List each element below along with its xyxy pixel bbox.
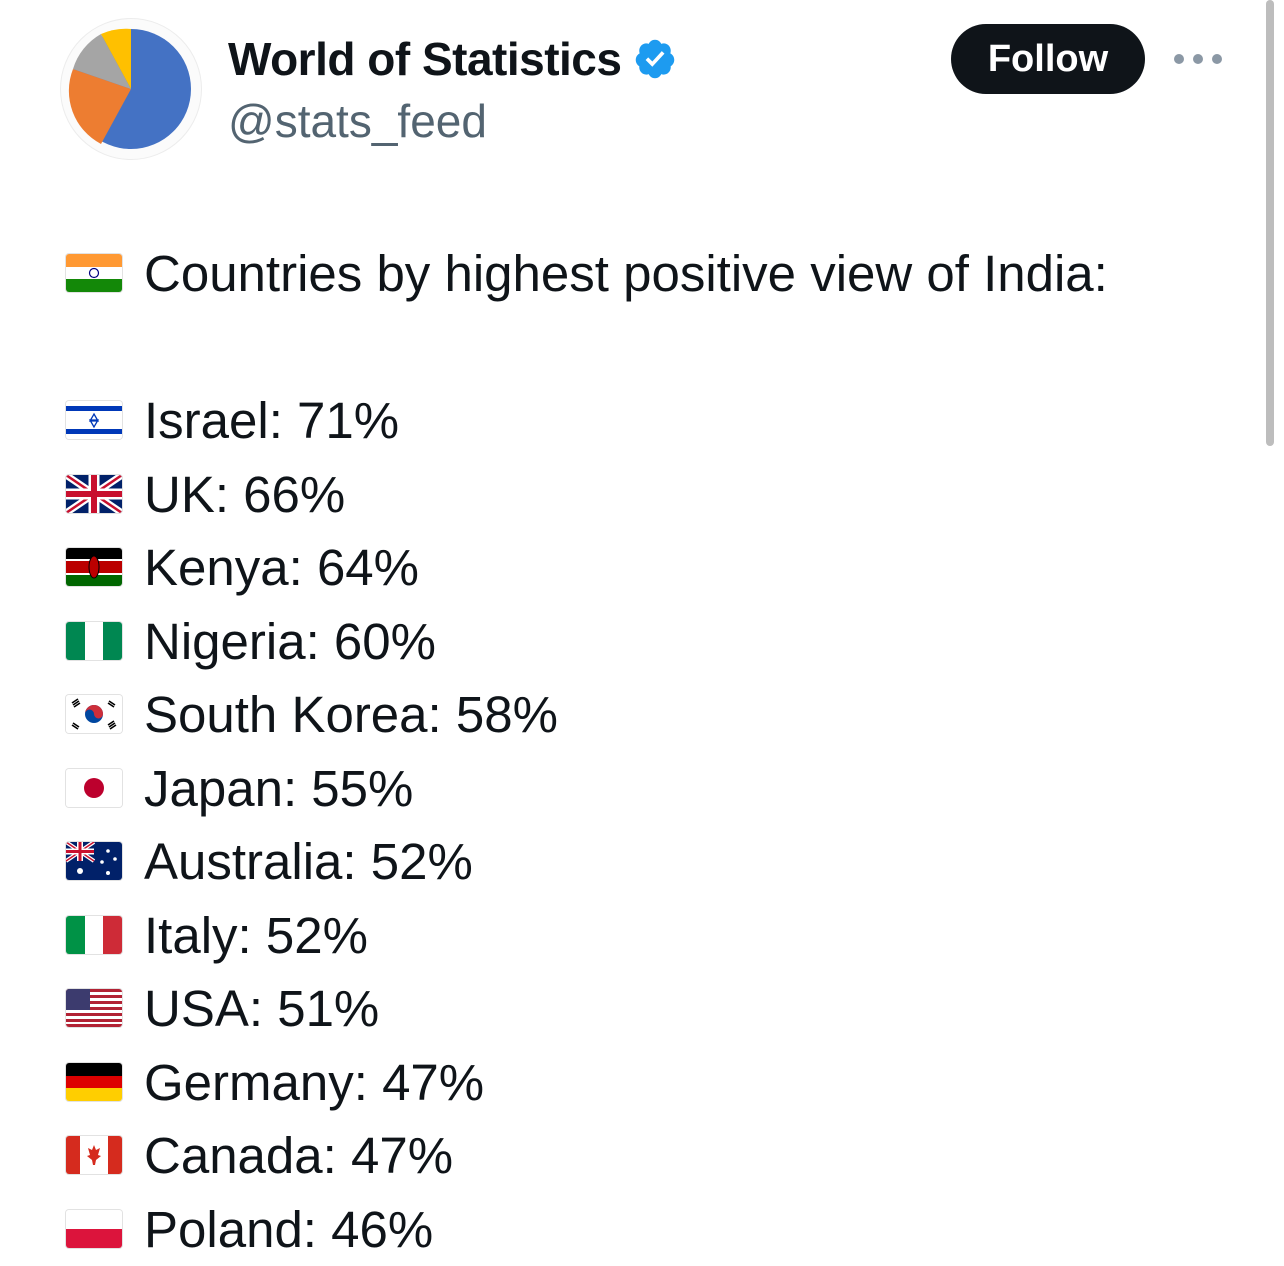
israel-flag-icon — [66, 401, 122, 439]
canada-flag-icon — [66, 1136, 122, 1174]
list-item-text: Germany: 47% — [144, 1053, 485, 1111]
display-name[interactable]: World of Statistics — [228, 33, 622, 85]
uk-flag-icon — [66, 475, 122, 513]
list-item-text: Nigeria: 60% — [144, 612, 436, 670]
more-options-icon[interactable] — [1174, 46, 1222, 72]
australia-flag-icon — [66, 842, 122, 880]
list-item-text: Italy: 52% — [144, 906, 368, 964]
author-name-row[interactable]: World of Statistics — [228, 32, 677, 86]
list-item: Australia: 52% — [66, 824, 473, 898]
pie-chart-avatar-icon — [68, 28, 191, 149]
list-item: Germany: 47% — [66, 1045, 484, 1119]
list-item: Kenya: 64% — [66, 530, 419, 604]
headline-text: Countries by highest positive view of In… — [144, 244, 1108, 302]
tweet-headline: Countries by highest positive view of In… — [66, 236, 1108, 310]
list-item-text: Canada: 47% — [144, 1126, 454, 1184]
list-item: USA: 51% — [66, 971, 379, 1045]
follow-button[interactable]: Follow — [951, 24, 1145, 94]
usa-flag-icon — [66, 989, 122, 1027]
india-flag-icon — [66, 254, 122, 292]
germany-flag-icon — [66, 1063, 122, 1101]
south-korea-flag-icon — [66, 695, 122, 733]
list-item: UK: 66% — [66, 457, 345, 531]
list-item-text: Japan: 55% — [144, 759, 414, 817]
list-item-text: Israel: 71% — [144, 391, 400, 449]
list-item: Nigeria: 60% — [66, 604, 436, 678]
list-item-text: South Korea: 58% — [144, 685, 558, 743]
list-item: Canada: 47% — [66, 1118, 453, 1192]
list-item-text: UK: 66% — [144, 465, 346, 523]
kenya-flag-icon — [66, 548, 122, 586]
list-item-text: USA: 51% — [144, 979, 380, 1037]
nigeria-flag-icon — [66, 622, 122, 660]
list-item: South Korea: 58% — [66, 677, 558, 751]
list-item-text: Kenya: 64% — [144, 538, 420, 596]
avatar[interactable] — [60, 18, 202, 160]
verified-badge-icon[interactable] — [633, 37, 677, 81]
author-handle[interactable]: @stats_feed — [228, 95, 487, 147]
list-item: Israel: 71% — [66, 383, 399, 457]
list-item-text: Poland: 46% — [144, 1200, 434, 1258]
scrollbar[interactable] — [1266, 0, 1274, 446]
poland-flag-icon — [66, 1210, 122, 1248]
list-item: Poland: 46% — [66, 1192, 433, 1266]
list-item-text: Australia: 52% — [144, 832, 473, 890]
list-item: Japan: 55% — [66, 751, 413, 825]
japan-flag-icon — [66, 769, 122, 807]
list-item: Italy: 52% — [66, 898, 368, 972]
italy-flag-icon — [66, 916, 122, 954]
